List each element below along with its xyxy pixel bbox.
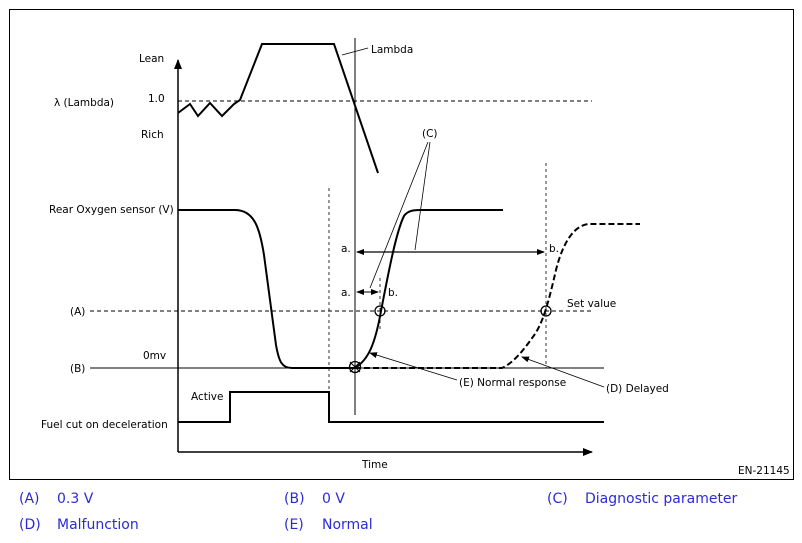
a-level-label: (A) — [70, 306, 85, 318]
zero-mv-label: 0mv — [143, 350, 166, 362]
lambda-leader — [341, 47, 369, 56]
lambda-axis-label: λ (Lambda) — [54, 97, 114, 109]
rich-label: Rich — [141, 129, 164, 141]
legend-code: (A) — [19, 491, 40, 507]
delayed-leader — [521, 356, 605, 388]
legend-text: 0.3 V — [57, 491, 94, 507]
legend-item-c: (C) Diagnostic parameter — [547, 491, 737, 507]
legend-item-e: (E) Normal — [284, 517, 373, 533]
delayed-response-curve — [355, 223, 640, 369]
legend-item-b: (B) 0 V — [284, 491, 345, 507]
legend-item-a: (A) 0.3 V — [19, 491, 93, 507]
rear-o2-falling-curve — [178, 209, 355, 369]
legend-item-d: (D) Malfunction — [19, 517, 139, 533]
diagnostic-parameter-label: (C) — [422, 128, 438, 140]
normal-response-leader — [369, 352, 458, 381]
legend-code: (D) — [19, 517, 41, 533]
a-marker-label-2: a. — [341, 287, 351, 299]
a-marker-label-1: a. — [341, 243, 351, 255]
b-marker-label-2: b. — [388, 287, 398, 299]
lean-label: Lean — [139, 53, 164, 65]
lambda-one-label: 1.0 — [148, 93, 165, 105]
legend-code: (E) — [284, 517, 304, 533]
legend-text: Diagnostic parameter — [585, 491, 738, 507]
c-leader-1 — [369, 141, 429, 289]
legend-text: Malfunction — [57, 517, 139, 533]
rear-o2-label: Rear Oxygen sensor (V) — [49, 204, 174, 216]
legend-code: (C) — [547, 491, 568, 507]
b-marker-label-1: b. — [549, 243, 559, 255]
lambda-curve — [177, 43, 379, 174]
legend-text: Normal — [322, 517, 373, 533]
active-label: Active — [191, 391, 223, 403]
fuel-cut-label: Fuel cut on deceleration — [41, 419, 168, 431]
fuel-cut-signal — [178, 391, 604, 423]
set-value-label: Set value — [567, 298, 616, 310]
start-point-marker — [348, 360, 362, 374]
b-level-label: (B) — [70, 363, 85, 375]
figure-code: EN-21145 — [738, 465, 790, 477]
delayed-label: (D) Delayed — [606, 383, 669, 395]
normal-response-label: (E) Normal response — [459, 377, 566, 389]
delayed-set-point-marker — [540, 305, 552, 317]
normal-response-curve — [354, 208, 503, 369]
legend-text: 0 V — [322, 491, 345, 507]
c-leader-2 — [414, 141, 431, 251]
diagram-frame — [9, 9, 794, 480]
time-axis-label: Time — [361, 459, 388, 471]
legend-code: (B) — [284, 491, 305, 507]
normal-set-point-marker — [374, 305, 386, 317]
lambda-curve-label: Lambda — [371, 44, 413, 56]
